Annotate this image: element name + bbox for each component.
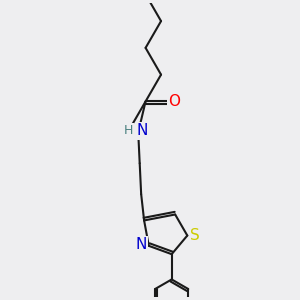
Text: N: N bbox=[136, 237, 147, 252]
Text: O: O bbox=[168, 94, 180, 109]
Text: N: N bbox=[136, 123, 147, 138]
Text: H: H bbox=[124, 124, 134, 137]
Text: S: S bbox=[190, 228, 200, 243]
